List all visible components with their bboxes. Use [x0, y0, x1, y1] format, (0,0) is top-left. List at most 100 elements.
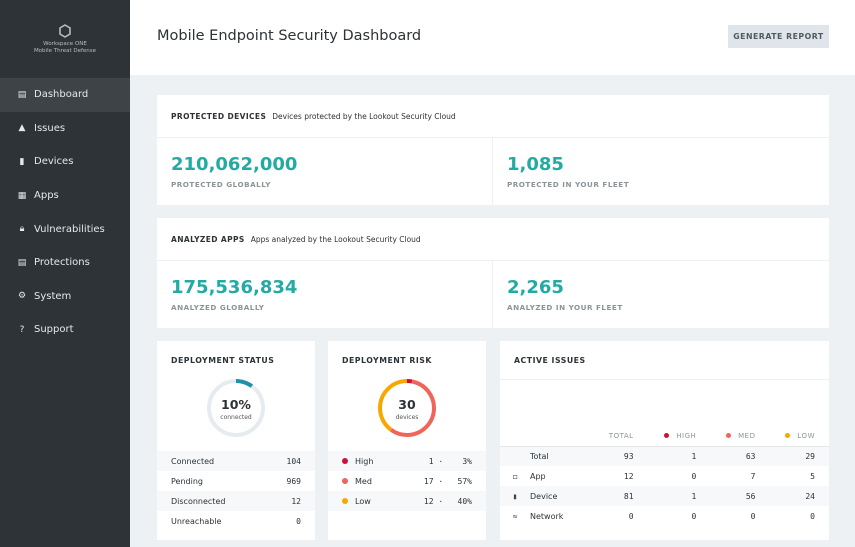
card-desc: Apps analyzed by the Lookout Security Cl… [250, 234, 421, 244]
low-dot-icon [342, 497, 348, 504]
row-label: Network [530, 511, 564, 521]
sidebar: Workspace ONE Mobile Threat Defense ▤ Das… [0, 0, 130, 547]
row-label: Med [355, 476, 372, 486]
risk-arc-med [378, 379, 436, 437]
status-row-unreachable: Unreachable 0 [157, 511, 315, 531]
high-dot-icon [342, 457, 348, 464]
device-icon: ▮ [512, 491, 518, 501]
device-icon: ▮ [19, 156, 25, 167]
sidebar-item-label: Dashboard [34, 89, 89, 101]
status-row-connected: Connected 104 [157, 451, 315, 471]
sidebar-item-label: Support [34, 324, 74, 336]
sidebar-item-support[interactable]: ? Support [0, 313, 130, 347]
row-label: Unreachable [171, 516, 222, 526]
sidebar-item-label: Apps [34, 190, 59, 202]
card-title: DEPLOYMENT STATUS [171, 356, 275, 365]
status-row-disconnected: Disconnected 12 [157, 491, 315, 511]
risk-arc-low [378, 379, 436, 437]
analyzed-globally-label: ANALYZED GLOBALLY [171, 303, 265, 312]
med-dot-icon [342, 477, 348, 484]
cell-total: 0 [628, 511, 634, 521]
connected-percent: 10% [221, 397, 251, 412]
med-dot-icon [726, 432, 732, 438]
card-title: ACTIVE ISSUES [514, 356, 586, 365]
row-value: 969 [286, 476, 301, 486]
col-label: LOW [797, 431, 815, 440]
issues-row-app[interactable]: ◻︎ App 12 0 7 5 [500, 466, 829, 486]
active-issues-table: TOTAL HIGH MED LOW Total 93 1 63 29 ◻︎ App 12 0… [500, 426, 829, 526]
protected-globally-label: PROTECTED GLOBALLY [171, 180, 271, 189]
protections-icon: ▤ [17, 257, 27, 268]
active-issues-card: ACTIVE ISSUES TOTAL HIGH MED LOW Total 93… [500, 341, 829, 540]
col-low: LOW [769, 426, 829, 447]
issues-row-total[interactable]: Total 93 1 63 29 [500, 446, 829, 466]
warning-icon: ▲ [18, 123, 26, 134]
card-desc: Devices protected by the Lookout Securit… [272, 111, 456, 121]
issues-row-device[interactable]: ▮ Device 81 1 56 24 [500, 486, 829, 506]
analyzed-fleet-label: ANALYZED IN YOUR FLEET [507, 303, 623, 312]
risk-row-med: Med 17 · 57% [328, 471, 486, 491]
header: Mobile Endpoint Security Dashboard GENER… [130, 0, 855, 75]
row-value: 104 [286, 456, 301, 466]
cell-total: 81 [623, 491, 634, 501]
logo-icon [59, 24, 71, 38]
status-row-pending: Pending 969 [157, 471, 315, 491]
cell-med: 0 [750, 511, 756, 521]
logo-line1: Workspace ONE [43, 41, 87, 47]
risk-total: 30 [398, 397, 416, 412]
sidebar-item-label: Devices [34, 156, 74, 168]
row-percent: 3% [462, 456, 472, 466]
cell-total: 93 [623, 451, 634, 461]
row-count: 17 [423, 476, 434, 486]
analyzed-globally-value: 175,536,834 [171, 277, 298, 298]
risk-row-low: Low 12 · 40% [328, 491, 486, 511]
row-value: 0 [296, 516, 301, 526]
sidebar-item-devices[interactable]: ▮ Devices [0, 145, 130, 179]
network-icon: ≈ [512, 511, 518, 521]
risk-donut [378, 379, 436, 437]
cell-low: 24 [805, 491, 815, 501]
sidebar-item-label: System [34, 290, 72, 302]
row-label: Connected [171, 456, 215, 466]
protected-fleet-label: PROTECTED IN YOUR FLEET [507, 180, 630, 189]
generate-report-button[interactable]: GENERATE REPORT [728, 25, 829, 48]
row-label: Device [530, 491, 558, 501]
sidebar-item-issues[interactable]: ▲ Issues [0, 112, 130, 146]
sidebar-item-system[interactable]: ⚙ System [0, 280, 130, 314]
sidebar-item-protections[interactable]: ▤ Protections [0, 246, 130, 280]
analyzed-fleet-value: 2,265 [507, 277, 564, 298]
low-dot-icon [785, 432, 791, 438]
row-label: Low [355, 496, 371, 506]
deployment-status-card: DEPLOYMENT STATUS 10% connected Connected… [157, 341, 315, 540]
donut-connected-arc [207, 379, 265, 437]
analyzed-apps-card: ANALYZED APPS Apps analyzed by the Lookou… [157, 218, 829, 328]
row-label: Total [530, 451, 549, 461]
cell-high: 1 [691, 451, 697, 461]
row-label: Disconnected [171, 496, 226, 506]
card-title: ANALYZED APPS [171, 234, 245, 244]
row-label: High [355, 456, 374, 466]
sidebar-item-dashboard[interactable]: ▤ Dashboard [0, 78, 130, 112]
connected-label: connected [220, 414, 252, 421]
row-percent: 40% [457, 496, 472, 506]
risk-row-high: High 1 · 3% [328, 451, 486, 471]
app-icon: ◻︎ [512, 471, 518, 481]
col-label: MED [738, 431, 756, 440]
col-label: HIGH [676, 431, 697, 440]
dashboard-icon: ▤ [17, 89, 27, 100]
row-label: Pending [171, 476, 203, 486]
cell-high: 0 [691, 471, 697, 481]
col-total: TOTAL [594, 426, 648, 447]
gear-icon: ⚙ [17, 291, 27, 302]
card-title: DEPLOYMENT RISK [342, 356, 432, 365]
sidebar-item-vulnerabilities[interactable]: 🔒︎ Vulnerabilities [0, 212, 130, 246]
sidebar-item-label: Issues [34, 122, 66, 134]
page-title: Mobile Endpoint Security Dashboard [157, 28, 422, 44]
sidebar-item-apps[interactable]: ▦ Apps [0, 179, 130, 213]
cell-low: 0 [810, 511, 815, 521]
cell-med: 63 [745, 451, 756, 461]
issues-row-network[interactable]: ≈ Network 0 0 0 0 [500, 506, 829, 526]
protected-fleet-value: 1,085 [507, 154, 564, 175]
col-med: MED [710, 426, 770, 447]
logo-line2: Mobile Threat Defense [33, 48, 97, 54]
